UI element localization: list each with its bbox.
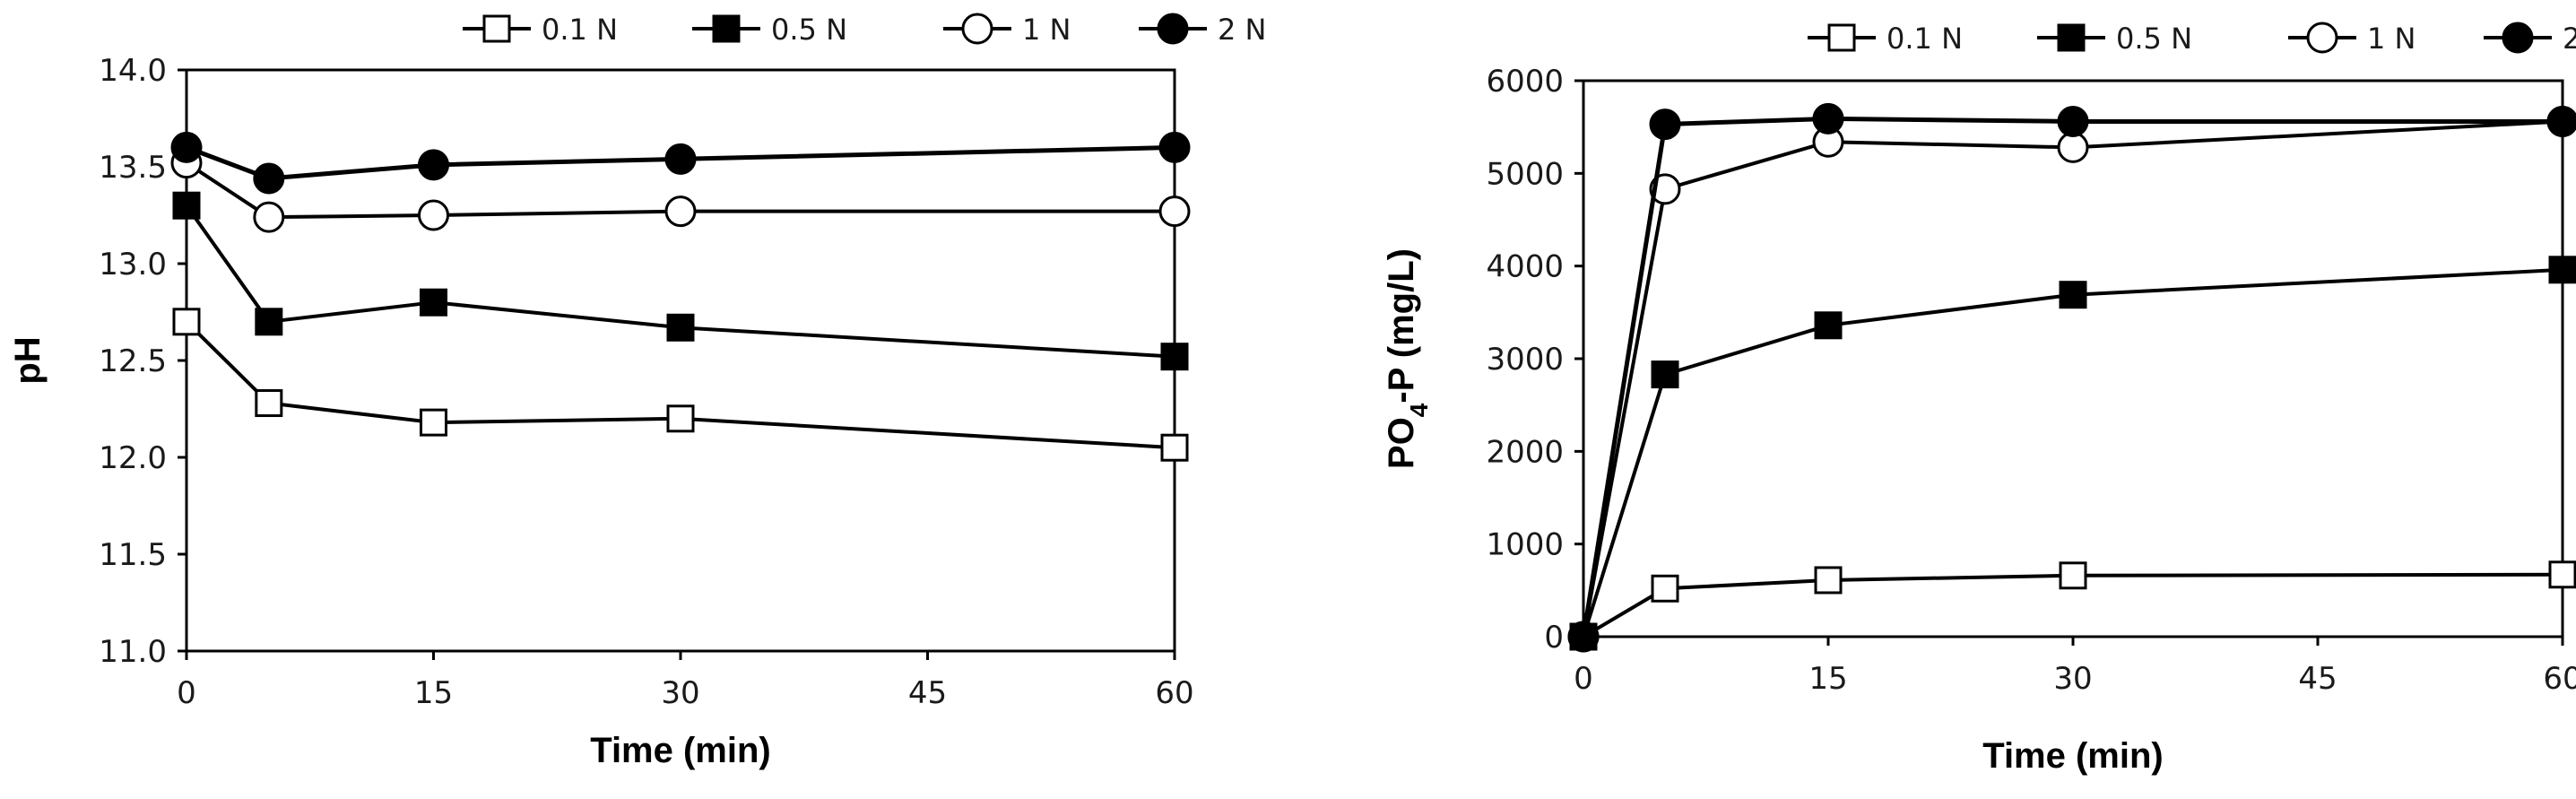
y-tick-label: 1000: [1486, 527, 1564, 563]
legend-item: 2 N: [1139, 13, 1266, 47]
y-tick-label: 5000: [1486, 156, 1564, 192]
y-tick-label: 12.5: [99, 343, 167, 379]
data-point: [1649, 109, 1681, 141]
y-tick-label: 13.0: [99, 247, 167, 282]
series-2-n: [1567, 102, 2576, 653]
y-tick-label: 6000: [1486, 64, 1564, 100]
y-tick-label: 14.0: [99, 53, 167, 89]
data-point: [2548, 256, 2576, 284]
legend: 0.1 N 0.5 N 1 N 2 N: [1808, 22, 2576, 56]
y-tick-label: 2000: [1486, 434, 1564, 470]
data-point: [1651, 574, 1679, 603]
data-point: [2057, 105, 2089, 137]
data-point: [420, 288, 447, 317]
data-point: [420, 408, 447, 437]
x-tick-label: 30: [661, 675, 699, 711]
legend: 0.1 N 0.5 N 1 N 2 N: [463, 13, 1266, 47]
legend-label: 0.1 N: [542, 13, 618, 47]
data-point: [1651, 360, 1679, 389]
data-point: [418, 149, 449, 181]
legend-marker: [1157, 13, 1189, 45]
legend-item: 1 N: [943, 13, 1071, 47]
data-point: [2548, 560, 2576, 589]
series-line: [1581, 116, 2563, 638]
legend-item: 0.5 N: [692, 13, 847, 47]
x-tick-label: 30: [2053, 661, 2092, 697]
data-point: [172, 308, 201, 336]
data-point: [170, 131, 203, 163]
legend-item: 0.1 N: [1808, 22, 1963, 56]
legend-marker: [1827, 23, 1856, 52]
legend-marker: [482, 14, 511, 43]
chart-1: 11.0 11.5 12.0 12.5 13.0 13.5 14.0 0 15 30 45 60 Tim…: [8, 13, 1266, 770]
series-0-1-n: [172, 308, 1189, 462]
data-point: [253, 201, 285, 233]
data-point: [2059, 561, 2087, 590]
data-point: [1812, 102, 1844, 135]
legend-label: 0.5 N: [2116, 22, 2192, 56]
x-tick-label: 45: [2298, 661, 2337, 697]
data-point: [418, 199, 449, 231]
data-point: [172, 191, 201, 220]
legend-label: 1 N: [1022, 13, 1071, 47]
legend-label: 0.5 N: [771, 13, 847, 47]
data-point: [666, 404, 695, 433]
legend-item: 2 N: [2484, 22, 2576, 56]
y-tick-label: 11.5: [99, 537, 167, 573]
data-point: [664, 143, 697, 175]
y-tick-label: 0: [1544, 620, 1564, 656]
y-axis-title: pH: [8, 336, 48, 384]
x-tick-label: 60: [2543, 661, 2576, 697]
legend-marker: [2502, 22, 2534, 54]
x-tick-label: 45: [908, 675, 947, 711]
x-tick-label: 15: [1808, 661, 1847, 697]
chart-2: 0 1000 2000 3000 4000 5000 6000 0 15 30 45 60 Time (…: [1382, 22, 2576, 776]
legend-marker: [2306, 22, 2338, 54]
data-point: [664, 195, 697, 228]
series-0-5-n: [172, 191, 1189, 371]
data-point: [2059, 281, 2087, 309]
series-line: [1582, 119, 2563, 638]
data-point: [255, 389, 283, 418]
data-point: [2546, 105, 2576, 137]
legend-label: 0.1 N: [1886, 22, 1963, 56]
legend-marker: [712, 14, 741, 43]
legend-label: 2 N: [1218, 13, 1266, 47]
y-tick-label: 12.0: [99, 440, 167, 476]
data-point: [1158, 131, 1191, 163]
data-point: [1567, 621, 1600, 653]
x-axis-title: Time (min): [590, 731, 771, 770]
data-point: [666, 313, 695, 342]
y-axis-title: PO4-P (mg/L): [1382, 248, 1433, 469]
x-axis-title: Time (min): [1982, 736, 2164, 776]
legend-label: 2 N: [2563, 22, 2576, 56]
series-0-5-n: [1569, 256, 2576, 651]
data-point: [253, 162, 285, 195]
data-point: [1160, 433, 1189, 462]
x-tick-label: 0: [177, 675, 196, 711]
data-point: [255, 308, 283, 336]
y-tick-label: 4000: [1486, 249, 1564, 285]
y-tick-label: 3000: [1486, 342, 1564, 378]
data-point: [1160, 343, 1189, 371]
legend-item: 0.5 N: [2037, 22, 2192, 56]
legend-marker: [961, 13, 993, 45]
legend-label: 1 N: [2367, 22, 2416, 56]
legend-marker: [2057, 23, 2086, 52]
x-tick-label: 60: [1155, 675, 1193, 711]
data-point: [1158, 195, 1191, 228]
data-point: [1814, 566, 1843, 595]
data-point: [2057, 131, 2089, 163]
legend-item: 0.1 N: [463, 13, 618, 47]
x-tick-label: 15: [414, 675, 453, 711]
plot-area-frame: [1582, 79, 2564, 638]
series-2-n: [170, 131, 1191, 195]
legend-item: 1 N: [2288, 22, 2416, 56]
x-tick-label: 0: [1574, 661, 1593, 697]
data-point: [1814, 311, 1843, 340]
y-tick-label: 13.5: [99, 150, 167, 186]
y-tick-label: 11.0: [99, 634, 167, 670]
